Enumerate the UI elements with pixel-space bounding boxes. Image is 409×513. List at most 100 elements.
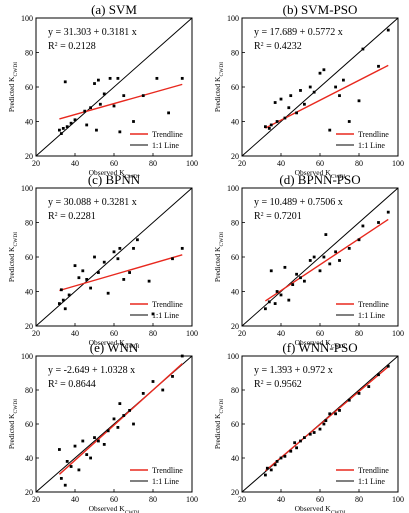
data-point (377, 221, 380, 224)
data-point (85, 123, 89, 127)
y-tick-label: 60 (25, 253, 33, 262)
data-point (273, 463, 277, 467)
data-point (93, 255, 96, 259)
x-tick-label: 40 (71, 329, 79, 338)
x-tick-label: 100 (186, 329, 198, 338)
data-point (77, 468, 81, 472)
data-point (85, 278, 89, 281)
y-tick-label: 80 (231, 219, 239, 228)
data-point (116, 426, 120, 429)
data-point (118, 246, 122, 250)
data-point (108, 76, 112, 80)
y-tick-label: 80 (25, 386, 33, 395)
x-tick-label: 100 (392, 495, 404, 504)
x-tick-label: 40 (277, 329, 285, 338)
panel-3: (c) BPNN 20 40 60 80 100 20 40 60 80 100 Observed K… (7, 172, 198, 350)
regression-equation: y = 30.088 + 0.3281 x (48, 197, 137, 208)
data-point (73, 444, 77, 448)
data-point (151, 312, 155, 316)
y-axis-label: Predicted KCWDI (7, 232, 19, 282)
data-point (287, 106, 291, 110)
x-tick-label: 80 (149, 159, 157, 168)
x-tick-label: 100 (186, 495, 198, 504)
r-squared: R2 = 0.7201 (254, 211, 302, 222)
data-point (65, 460, 69, 463)
panel-title: (c) BPNN (88, 172, 141, 187)
regression-equation: y = -2.649 + 1.0328 x (48, 365, 135, 376)
x-axis-label: Observed KCWDI (295, 338, 346, 350)
data-point (65, 125, 69, 129)
data-point (122, 414, 126, 417)
data-point (347, 120, 351, 123)
r-squared: R2 = 0.4232 (254, 41, 302, 52)
data-point (269, 269, 273, 273)
legend-trendline-label: Trendline (358, 466, 389, 475)
data-point (289, 449, 293, 453)
data-point (97, 439, 100, 443)
data-point (83, 109, 87, 113)
data-point (73, 264, 77, 268)
data-point (136, 238, 139, 242)
data-point (318, 427, 322, 431)
data-point (328, 262, 332, 266)
y-tick-label: 100 (227, 14, 239, 23)
y-tick-label: 60 (231, 420, 239, 429)
y-axis-label: Predicted KCWDI (213, 399, 225, 449)
data-point (180, 354, 184, 358)
data-point (147, 279, 151, 283)
data-point (377, 373, 380, 377)
x-tick-label: 20 (32, 329, 40, 338)
data-point (265, 466, 269, 470)
data-point (322, 255, 326, 259)
data-point (106, 429, 110, 433)
data-point (357, 99, 361, 103)
legend-trendline-label: Trendline (152, 466, 183, 475)
data-point (141, 94, 145, 98)
y-tick-label: 80 (25, 219, 33, 228)
y-tick-label: 100 (227, 352, 239, 361)
x-tick-label: 20 (238, 495, 246, 504)
x-tick-label: 20 (32, 159, 40, 168)
data-point (318, 71, 322, 75)
panel-1: (a) SVM 20 40 60 80 100 20 40 60 80 100 Observed KC… (7, 2, 198, 180)
data-point (275, 120, 279, 123)
y-tick-label: 60 (231, 253, 239, 262)
data-point (295, 111, 298, 115)
data-point (312, 255, 316, 259)
x-tick-label: 20 (238, 159, 246, 168)
data-point (264, 307, 267, 311)
data-point (267, 300, 271, 304)
data-point (116, 76, 120, 80)
y-tick-label: 40 (25, 454, 33, 463)
data-point (116, 257, 120, 261)
data-point (386, 364, 390, 368)
legend-one-to-one-label: 1:1 Line (152, 311, 179, 320)
data-point (59, 477, 63, 480)
data-point (264, 125, 267, 129)
data-point (324, 419, 328, 422)
data-point (118, 402, 122, 405)
data-point (132, 246, 135, 250)
data-point (269, 468, 273, 472)
data-point (95, 128, 98, 132)
legend-trendline-label: Trendline (358, 300, 389, 309)
data-point (102, 92, 106, 96)
y-axis-label: Predicted KCWDI (7, 399, 19, 449)
data-point (328, 128, 332, 132)
y-axis-label: Predicted KCWDI (213, 232, 225, 282)
one-to-one-line (35, 187, 193, 327)
data-point (93, 436, 96, 439)
y-tick-label: 40 (231, 118, 239, 127)
x-axis-label: Observed KCWDI (295, 504, 346, 513)
data-point (283, 454, 287, 458)
data-point (128, 271, 131, 274)
x-tick-label: 100 (392, 329, 404, 338)
y-tick-label: 60 (25, 83, 33, 92)
y-tick-label: 40 (231, 288, 239, 297)
data-point (334, 85, 337, 89)
data-point (112, 250, 116, 254)
y-axis-label: Predicted KCWDI (7, 62, 19, 112)
data-point (269, 123, 273, 127)
data-point (63, 80, 67, 84)
one-to-one-line (241, 17, 399, 157)
